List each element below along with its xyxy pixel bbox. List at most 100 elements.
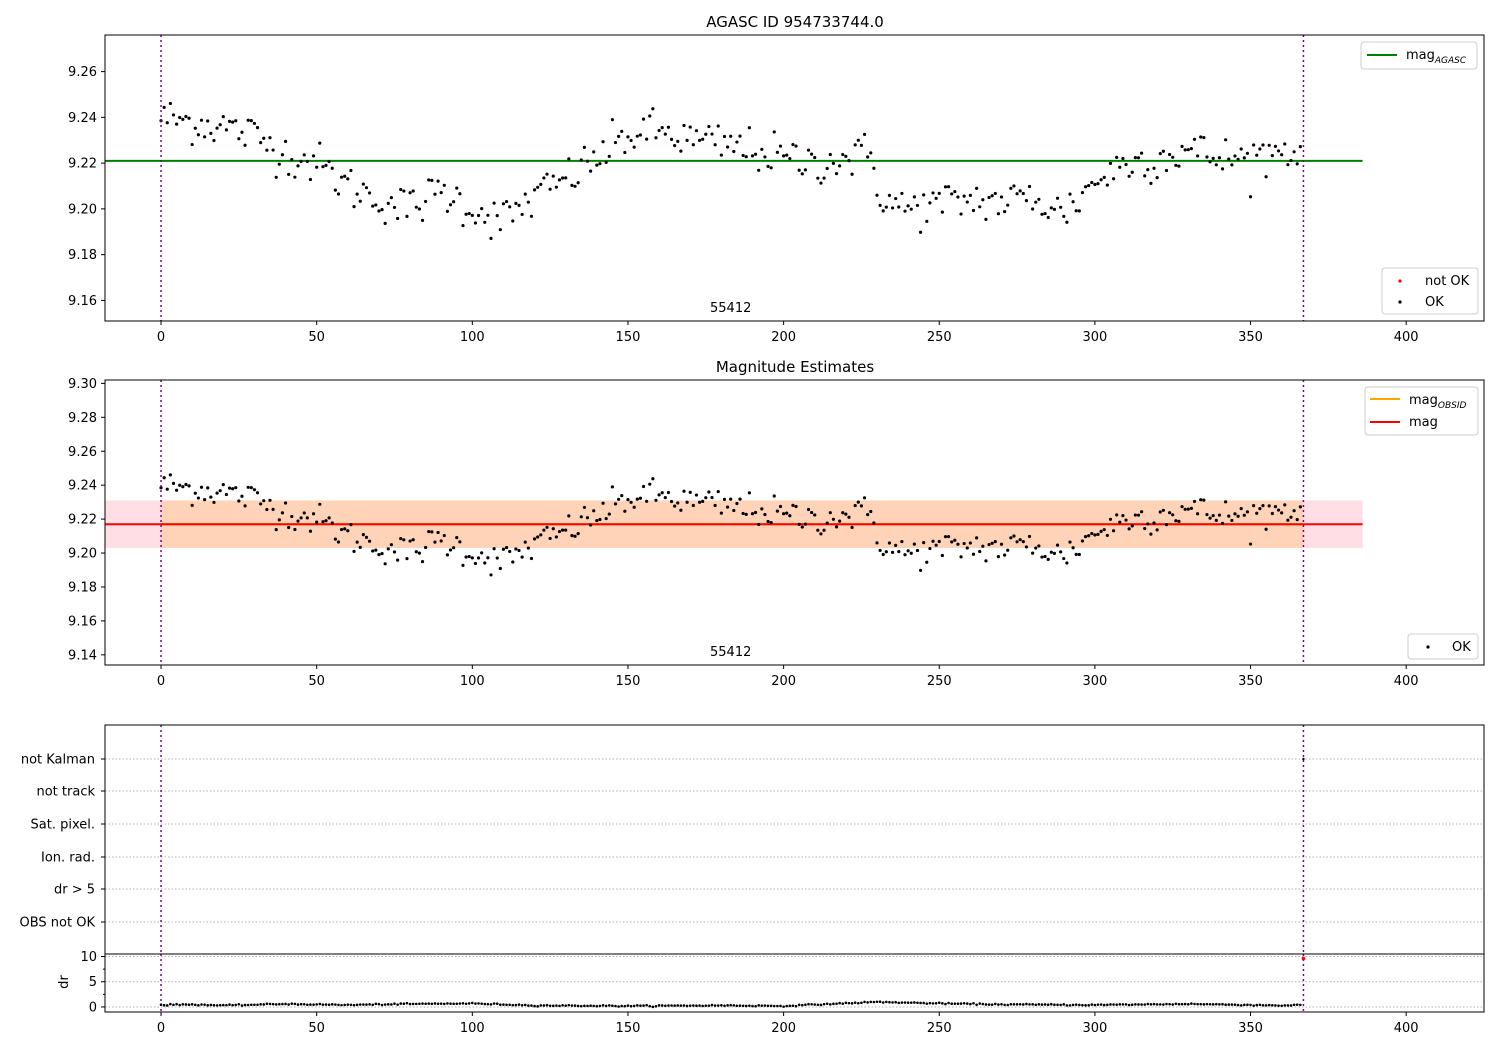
data-point (1071, 546, 1075, 550)
dr-point (875, 1000, 879, 1004)
data-point (847, 515, 851, 519)
dr-point (259, 1003, 262, 1006)
data-point (1065, 220, 1069, 224)
data-point (1252, 143, 1256, 147)
data-point (962, 194, 966, 198)
data-point (1283, 142, 1287, 146)
data-point (1118, 520, 1122, 524)
dr-point (934, 1001, 938, 1005)
data-point (1009, 186, 1013, 190)
data-point (1214, 163, 1218, 167)
data-point (1239, 507, 1243, 511)
data-point (330, 521, 334, 525)
dr-point (601, 1003, 605, 1007)
data-point (943, 185, 948, 189)
dr-point (443, 1002, 446, 1006)
data-point (887, 541, 892, 545)
dr-point (878, 1000, 882, 1004)
data-point (271, 507, 275, 512)
dr-point (866, 1001, 869, 1004)
data-point (324, 163, 328, 167)
data-point (536, 185, 540, 189)
dr-point (511, 1003, 515, 1007)
data-point (688, 125, 692, 129)
data-point (900, 191, 904, 196)
data-point (1186, 148, 1190, 152)
legend-label-mag-obsid: magOBSID (1409, 393, 1467, 411)
dr-point (1233, 1003, 1237, 1007)
data-point (978, 549, 982, 554)
x-tick-label: 150 (616, 674, 641, 689)
data-point (296, 519, 300, 523)
data-point (1227, 514, 1231, 518)
data-point (374, 203, 378, 207)
data-point (349, 522, 353, 527)
data-point (841, 152, 845, 157)
dr-point (614, 1004, 617, 1008)
panel-flags-frame (104, 724, 1485, 1013)
data-point (1105, 533, 1109, 538)
data-point (1121, 514, 1125, 518)
data-point (187, 116, 191, 120)
dr-point (243, 1003, 247, 1007)
data-point (869, 509, 873, 514)
y-tick-label: 9.18 (68, 580, 97, 595)
data-point (595, 519, 599, 523)
dr-point (281, 1002, 284, 1006)
data-point (906, 204, 910, 208)
legend-status: not OK OK (1381, 267, 1479, 315)
dr-point (1243, 1003, 1246, 1007)
data-point (349, 168, 353, 173)
data-point (405, 557, 409, 561)
data-point (1174, 519, 1178, 523)
flag-mark (1302, 757, 1305, 761)
data-point (707, 490, 711, 494)
data-point (1021, 191, 1025, 196)
dr-point (1246, 1003, 1249, 1007)
dr-point (343, 1003, 346, 1007)
data-point (897, 550, 901, 554)
dr-point (853, 1001, 857, 1004)
panel-magnitude: Magnitude Estimates 0 50 100 150 200 250 300 35… (68, 358, 1485, 689)
data-point (265, 507, 269, 512)
dr-point (1090, 1003, 1094, 1006)
dr-point (1009, 1002, 1013, 1006)
data-point (1289, 158, 1293, 163)
dr-point (262, 1003, 266, 1006)
dr-point (751, 1004, 754, 1008)
data-point (529, 214, 534, 218)
dr-point (1050, 1002, 1053, 1006)
data-point (685, 138, 689, 143)
data-point (968, 193, 972, 197)
data-point (255, 491, 260, 495)
data-point (554, 185, 558, 189)
dr-point (676, 1004, 680, 1007)
dr-point (716, 1004, 720, 1007)
data-point (1214, 518, 1218, 522)
data-point (785, 511, 789, 515)
data-point (1027, 184, 1032, 189)
data-point (825, 521, 829, 525)
y-tick-label: 9.26 (68, 445, 97, 460)
data-point (1164, 522, 1169, 527)
dr-point (975, 1003, 978, 1007)
dr-point (461, 1002, 465, 1005)
dr-point (1068, 1004, 1072, 1007)
data-point (725, 145, 730, 149)
dr-point (436, 1002, 440, 1006)
dr-point (162, 1003, 166, 1007)
data-point (931, 539, 935, 543)
dr-point (271, 1002, 275, 1006)
data-point (651, 107, 655, 111)
data-point (417, 207, 421, 211)
dr-point (1221, 1002, 1224, 1006)
data-point (838, 519, 842, 523)
dr-point (1230, 1003, 1234, 1006)
data-point (1233, 512, 1237, 516)
data-point (1192, 499, 1197, 504)
data-point (1146, 522, 1150, 526)
dr-point (1053, 1003, 1056, 1007)
dr-point (822, 1002, 826, 1006)
data-point (526, 546, 530, 550)
data-point (993, 539, 997, 544)
